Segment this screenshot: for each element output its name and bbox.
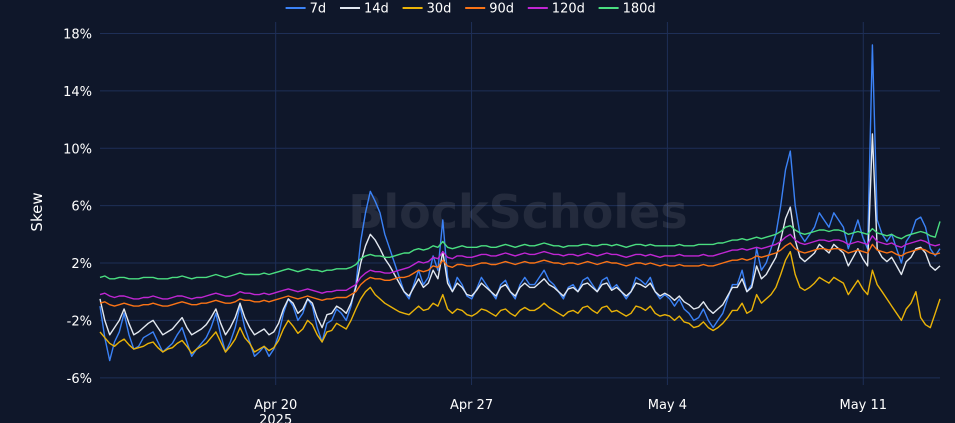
y-tick-label: 10% [63, 142, 92, 157]
legend-item-30d[interactable]: 30d [402, 2, 452, 17]
legend-item-180d[interactable]: 180d [598, 2, 656, 17]
legend-item-90d[interactable]: 90d [465, 2, 514, 17]
y-tick-label: 6% [71, 200, 92, 215]
x-tick-label: May 4 [648, 398, 687, 413]
series-line-120d [99, 233, 941, 300]
series-line-30d [99, 250, 941, 355]
legend-label: 14d [364, 2, 389, 17]
grid [100, 22, 940, 385]
x-tick-label: May 11 [839, 398, 887, 413]
y-axis-label: Skew [28, 192, 46, 231]
legend[interactable]: 7d 14d 30d 90d 120d 180d [285, 2, 656, 17]
y-tick-label: -2% [67, 314, 92, 329]
legend-item-14d[interactable]: 14d [340, 2, 389, 17]
legend-label: 30d [427, 2, 452, 17]
y-tick-label: 2% [71, 257, 92, 272]
legend-label: 90d [489, 2, 514, 17]
x-tick-label: Apr 27 [450, 398, 493, 413]
series-line-14d [99, 133, 941, 336]
y-tick-label: 18% [63, 27, 92, 42]
y-tick-label: -6% [67, 372, 92, 387]
legend-label: 120d [552, 2, 585, 17]
legend-item-7d[interactable]: 7d [285, 2, 327, 17]
series-line-90d [99, 242, 941, 307]
y-axis: -6% -2% 2% 6% 10% 14% 18% [63, 27, 92, 386]
x-tick-year-label: 2025 [259, 413, 292, 423]
series-line-180d [99, 221, 941, 280]
legend-label: 7d [310, 2, 327, 17]
watermark: BlockScholes [348, 185, 687, 239]
y-tick-label: 14% [63, 85, 92, 100]
legend-item-120d[interactable]: 120d [527, 2, 585, 17]
series-line-7d [99, 44, 941, 362]
series-group [99, 44, 941, 362]
legend-label: 180d [623, 2, 656, 17]
x-tick-label: Apr 20 [254, 398, 297, 413]
